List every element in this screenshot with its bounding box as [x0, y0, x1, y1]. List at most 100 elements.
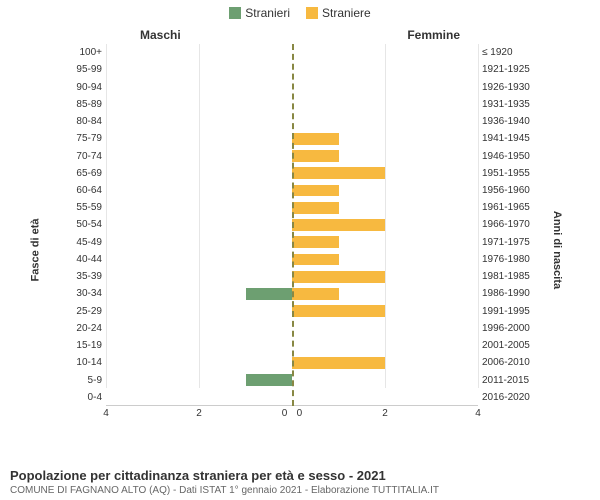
bar-male [246, 288, 293, 300]
chart-footer: Popolazione per cittadinanza straniera p… [10, 468, 590, 496]
chart-title: Popolazione per cittadinanza straniera p… [10, 468, 590, 483]
bar-half-male [106, 182, 292, 199]
legend-label-female: Straniere [322, 6, 371, 20]
age-label: 55-59 [60, 202, 106, 213]
bar-half-female [292, 199, 478, 216]
birth-year-label: 1966-1970 [478, 219, 540, 230]
bar-area [106, 147, 478, 164]
chart-rows: 100+≤ 192095-991921-192590-941926-193085… [60, 44, 540, 406]
bar-area [106, 320, 478, 337]
bar-area [106, 303, 478, 320]
bar-half-female [292, 165, 478, 182]
chart-row: 70-741946-1950 [60, 147, 540, 164]
bar-half-female [292, 337, 478, 354]
bar-area [106, 216, 478, 233]
birth-year-label: 1946-1950 [478, 151, 540, 162]
bar-female [292, 271, 385, 283]
age-label: 85-89 [60, 99, 106, 110]
x-axis: 420024 [106, 405, 478, 424]
bar-area [106, 44, 478, 61]
bar-area [106, 234, 478, 251]
age-label: 35-39 [60, 271, 106, 282]
bar-female [292, 357, 385, 369]
chart-row: 65-69 1951-1955 [60, 165, 540, 182]
bar-area [106, 389, 478, 406]
chart-row: 50-541966-1970 [60, 216, 540, 233]
birth-year-label: 1971-1975 [478, 237, 540, 248]
bar-male [246, 374, 293, 386]
bar-area [106, 130, 478, 147]
legend-label-male: Stranieri [245, 6, 290, 20]
age-label: 60-64 [60, 185, 106, 196]
birth-year-label: 1921-1925 [478, 64, 540, 75]
legend-swatch-male [229, 7, 241, 19]
bar-half-male [106, 389, 292, 406]
chart-row: 25-29 1991-1995 [60, 303, 540, 320]
age-label: 75-79 [60, 133, 106, 144]
birth-year-label: 1931-1935 [478, 99, 540, 110]
y-axis-left-title: Fasce di età [29, 219, 41, 282]
bar-half-male [106, 234, 292, 251]
age-label: 45-49 [60, 237, 106, 248]
bar-half-female [292, 147, 478, 164]
bar-half-male [106, 354, 292, 371]
chart-row: 45-49 1971-1975 [60, 234, 540, 251]
age-label: 10-14 [60, 357, 106, 368]
bar-area [106, 61, 478, 78]
chart-row: 95-99 1921-1925 [60, 61, 540, 78]
birth-year-label: 1926-1930 [478, 82, 540, 93]
legend-item-male: Stranieri [229, 6, 290, 20]
birth-year-label: 1991-1995 [478, 306, 540, 317]
birth-year-label: ≤ 1920 [478, 47, 540, 58]
bar-female [292, 254, 339, 266]
bar-half-male [106, 251, 292, 268]
chart-row: 5-92011-2015 [60, 371, 540, 388]
bar-half-female [292, 61, 478, 78]
chart-row: 40-441976-1980 [60, 251, 540, 268]
chart-container: Stranieri Straniere Maschi Femmine Fasce… [0, 0, 600, 500]
bar-area [106, 285, 478, 302]
bar-half-male [106, 165, 292, 182]
birth-year-label: 2001-2005 [478, 340, 540, 351]
bar-half-female [292, 234, 478, 251]
birth-year-label: 1936-1940 [478, 116, 540, 127]
bar-area [106, 113, 478, 130]
column-header-male: Maschi [140, 28, 181, 42]
bar-area [106, 354, 478, 371]
bar-half-male [106, 216, 292, 233]
bar-half-male [106, 96, 292, 113]
bar-area [106, 78, 478, 95]
bar-half-male [106, 320, 292, 337]
bar-half-female [292, 78, 478, 95]
age-label: 65-69 [60, 168, 106, 179]
age-label: 0-4 [60, 392, 106, 403]
bar-female [292, 305, 385, 317]
x-tick: 2 [382, 408, 388, 419]
chart-row: 60-641956-1960 [60, 182, 540, 199]
bar-half-male [106, 337, 292, 354]
chart-row: 55-591961-1965 [60, 199, 540, 216]
birth-year-label: 1951-1955 [478, 168, 540, 179]
chart-row: 90-941926-1930 [60, 78, 540, 95]
bar-half-male [106, 44, 292, 61]
bar-area [106, 268, 478, 285]
bar-half-male [106, 285, 292, 302]
chart-row: 20-241996-2000 [60, 320, 540, 337]
bar-half-male [106, 113, 292, 130]
x-tick: 2 [196, 408, 202, 419]
bar-half-male [106, 147, 292, 164]
age-label: 40-44 [60, 254, 106, 265]
x-tick: 0 [297, 408, 303, 419]
x-tick: 4 [103, 408, 109, 419]
bar-half-male [106, 78, 292, 95]
bar-female [292, 167, 385, 179]
age-label: 25-29 [60, 306, 106, 317]
bar-half-female [292, 182, 478, 199]
bar-female [292, 185, 339, 197]
chart-row: 0-42016-2020 [60, 389, 540, 406]
bar-half-female [292, 285, 478, 302]
chart-subtitle: COMUNE DI FAGNANO ALTO (AQ) - Dati ISTAT… [10, 485, 590, 496]
age-label: 95-99 [60, 64, 106, 75]
bar-area [106, 165, 478, 182]
bar-area [106, 371, 478, 388]
